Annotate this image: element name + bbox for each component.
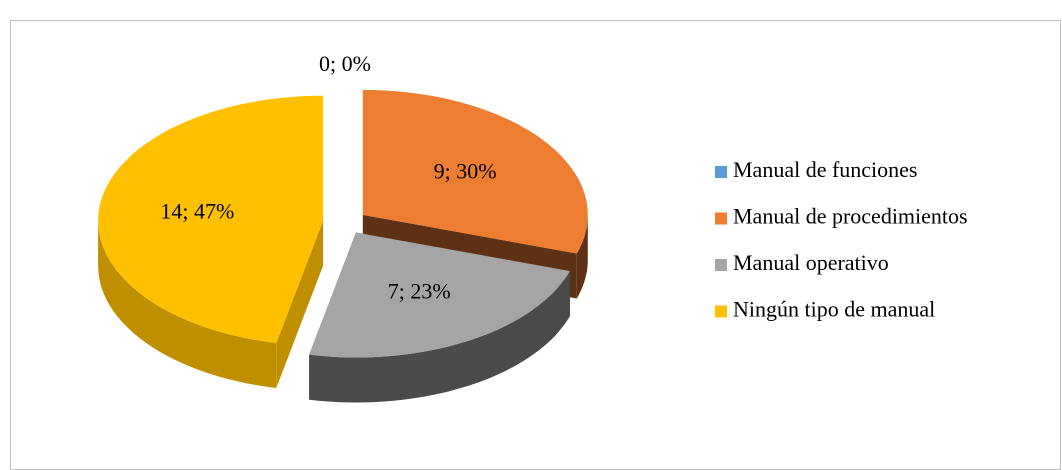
legend-swatch bbox=[715, 166, 727, 178]
data-label: 9; 30% bbox=[434, 159, 497, 184]
legend-label: Ningún tipo de manual bbox=[733, 297, 935, 322]
data-label: 14; 47% bbox=[160, 198, 234, 223]
legend-swatch bbox=[715, 212, 727, 225]
slice-side bbox=[276, 220, 324, 388]
legend-swatch bbox=[715, 305, 727, 318]
data-label: 7; 23% bbox=[388, 278, 451, 303]
slice bbox=[362, 89, 588, 254]
legend-label: Manual de procedimientos bbox=[733, 204, 968, 229]
data-label: 0; 0% bbox=[319, 51, 371, 76]
slice bbox=[309, 232, 570, 358]
legend-label: Manual de funciones bbox=[733, 157, 918, 182]
slice bbox=[98, 95, 324, 343]
slice-wall bbox=[98, 220, 277, 388]
slice-wall bbox=[309, 271, 570, 403]
legend-swatch bbox=[715, 259, 727, 271]
legend-label: Manual operativo bbox=[733, 250, 889, 275]
slice-wall bbox=[576, 214, 588, 299]
